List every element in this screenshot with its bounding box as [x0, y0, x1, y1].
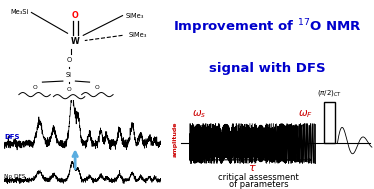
Text: Me₃Si: Me₃Si	[10, 9, 28, 15]
Text: Si: Si	[66, 72, 72, 78]
Text: SiMe₃: SiMe₃	[129, 32, 147, 38]
Text: $(\pi/2)_{CT}$: $(\pi/2)_{CT}$	[317, 88, 342, 98]
Text: DFS: DFS	[4, 134, 20, 140]
Text: critical assessment: critical assessment	[218, 174, 299, 183]
Text: O: O	[67, 57, 72, 63]
Text: $\omega_F$: $\omega_F$	[298, 108, 313, 120]
Text: O: O	[32, 85, 37, 90]
Bar	[324, 102, 335, 143]
Text: signal with DFS: signal with DFS	[209, 62, 326, 75]
Text: SiMe₃: SiMe₃	[126, 13, 144, 19]
Text: Improvement of $^{17}$O NMR: Improvement of $^{17}$O NMR	[173, 18, 362, 37]
Text: O: O	[72, 11, 79, 20]
Text: $\omega_s$: $\omega_s$	[192, 108, 206, 120]
Text: O: O	[67, 87, 71, 92]
Text: of parameters: of parameters	[229, 180, 289, 189]
Text: O: O	[95, 85, 100, 90]
Text: $\tau$: $\tau$	[248, 163, 257, 174]
Text: No DFS: No DFS	[4, 174, 26, 179]
Text: amplitude: amplitude	[172, 121, 178, 157]
Text: W: W	[71, 37, 80, 46]
